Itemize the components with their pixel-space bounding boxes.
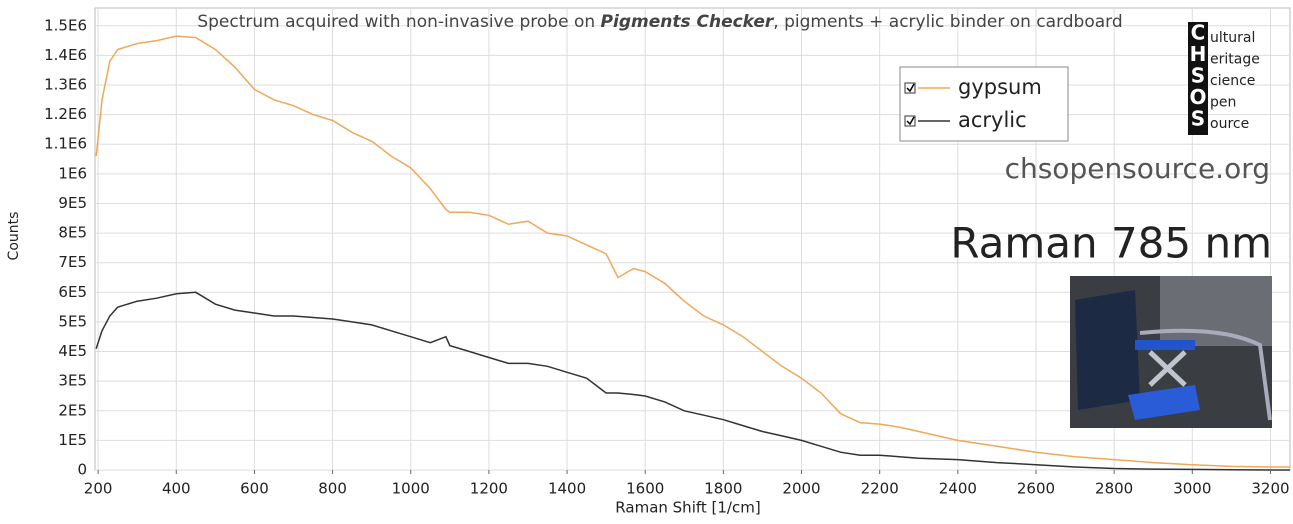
x-tick-label: 1600 [626,480,664,498]
logo-letter: O [1189,85,1206,109]
series-line [95,291,1290,471]
x-tick-label: 600 [240,480,269,498]
x-tick-label: 2400 [939,480,977,498]
x-tick-label: 2000 [782,480,820,498]
lines [95,35,1290,471]
logo-word: eritage [1210,52,1260,68]
legend-box [899,66,1069,142]
website: chsopensource.org [1005,152,1270,185]
legend-checkbox[interactable] [904,82,916,94]
photo-wall [1160,276,1272,346]
x-axis-label: Raman Shift [1/cm] [615,499,760,517]
legend-label: gypsum [958,75,1042,99]
x-tick-label: 2200 [861,480,899,498]
legend: gypsum acrylic [899,66,1069,142]
title-part: Spectrum acquired with non-invasive prob… [197,12,600,32]
legend-check [906,116,915,126]
x-tick-label: 1400 [548,480,586,498]
logo-bar [1188,22,1208,135]
annotation: Raman 785 nm [950,219,1272,268]
photo [1070,276,1272,428]
y-tick-label: 2E5 [58,401,87,419]
series-line [95,35,1290,468]
y-tick-label: 3E5 [58,372,87,390]
x-tick-label: 3200 [1251,480,1289,498]
legend-label: acrylic [958,108,1027,132]
photo-base [1128,385,1200,420]
y-tick-label: 9E5 [58,194,87,212]
x-tick-label: 200 [84,480,113,498]
logo-word: ultural [1210,30,1255,46]
y-tick-label: 6E5 [58,283,87,301]
y-tick-label: 5E5 [58,312,87,330]
y-tick-label: 7E5 [58,253,87,271]
legend-check [906,83,915,93]
y-tick-label: 1.5E6 [44,16,87,34]
y-tick-label: 0 [77,461,87,479]
logo-letter: S [1191,64,1205,88]
y-tick-label: 1E5 [58,431,87,449]
title-part: , pigments + acrylic binder on cardboard [773,12,1122,32]
x-tick-label: 1800 [704,480,742,498]
y-tick-label: 1.1E6 [44,135,87,153]
y-tick-label: 1.2E6 [44,105,87,123]
logo-word: cience [1210,73,1255,89]
y-tick-label: 4E5 [58,342,87,360]
x-tick-label: 2600 [1017,480,1055,498]
x-tick-label: 800 [318,480,347,498]
y-tick-label: 1E6 [58,164,87,182]
chart-title: Spectrum acquired with non-invasive prob… [197,12,1122,32]
x-tick-label: 2800 [1095,480,1133,498]
y-tick-label: 8E5 [58,224,87,242]
legend-checkbox[interactable] [904,115,916,127]
x-tick-label: 1000 [392,480,430,498]
y-tick-label: 1.4E6 [44,46,87,64]
photo-jack [1148,350,1187,387]
logo-word: pen [1210,95,1236,111]
y-tick-label: 1.3E6 [44,76,87,94]
logo-letter: S [1191,107,1205,131]
logo-letter: H [1190,42,1207,66]
title-part: Pigments Checker [601,12,775,32]
photo-stage [1135,340,1195,350]
x-tick-label: 3000 [1173,480,1211,498]
x-tick-label: 1200 [470,480,508,498]
logo-word: ource [1210,116,1249,132]
photo-card [1075,290,1140,410]
y-axis-label: Counts [6,212,22,261]
photo-probe [1139,328,1272,421]
grid [95,8,1290,471]
x-tick-label: 400 [162,480,191,498]
logo-letter: C [1191,21,1206,45]
